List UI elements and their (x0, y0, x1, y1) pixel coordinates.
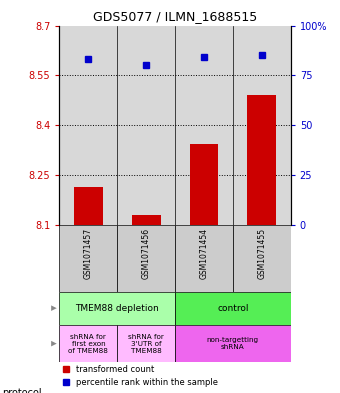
Bar (117, 225, 175, 292)
Bar (132, 215, 161, 225)
Text: GSM1071454: GSM1071454 (200, 228, 208, 279)
Bar (59, 325, 117, 362)
Text: shRNA for
3'UTR of
TMEM88: shRNA for 3'UTR of TMEM88 (128, 334, 164, 354)
Text: shRNA for
first exon
of TMEM88: shRNA for first exon of TMEM88 (68, 334, 108, 354)
Text: GSM1071456: GSM1071456 (142, 228, 151, 279)
Text: GSM1071457: GSM1071457 (84, 228, 93, 279)
Text: TMEM88 depletion: TMEM88 depletion (75, 304, 159, 313)
Bar (190, 143, 218, 225)
Bar (175, 292, 291, 325)
Bar (74, 187, 103, 225)
Bar (59, 292, 175, 325)
Title: GDS5077 / ILMN_1688515: GDS5077 / ILMN_1688515 (93, 10, 257, 23)
Text: transformed count: transformed count (76, 365, 154, 374)
Bar (117, 325, 175, 362)
Text: percentile rank within the sample: percentile rank within the sample (76, 378, 218, 387)
Text: non-targetting
shRNA: non-targetting shRNA (207, 337, 259, 350)
Bar (175, 225, 233, 292)
Bar (59, 225, 117, 292)
Text: control: control (217, 304, 249, 313)
Text: GSM1071455: GSM1071455 (257, 228, 266, 279)
Text: protocol: protocol (2, 388, 41, 393)
Bar (247, 95, 276, 225)
Bar (175, 325, 291, 362)
Bar (233, 225, 291, 292)
